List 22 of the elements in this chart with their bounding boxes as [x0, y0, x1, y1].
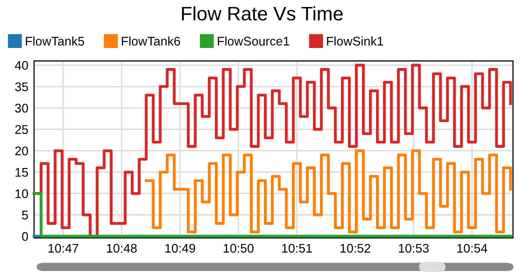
y-tick-label: 10 [16, 189, 28, 198]
y-tick-label: 40 [14, 60, 28, 70]
x-tick-label: 10:47 [48, 244, 78, 253]
y-tick-label: 35 [15, 82, 28, 92]
legend-label: FlowSource1 [218, 36, 290, 46]
x-tick-label: 10:50 [224, 244, 254, 253]
x-tick-label: 10:51 [282, 244, 312, 253]
legend-label: FlowTank5 [26, 36, 84, 46]
y-tick-label: 25 [15, 125, 28, 134]
chart-title: Flow Rate Vs Time [182, 6, 343, 21]
x-tick-label: 10:48 [106, 244, 137, 253]
y-tick-label: 5 [22, 210, 28, 220]
x-tick-label: 10:52 [340, 244, 370, 253]
y-tick-label: 0 [22, 232, 28, 241]
y-tick-label: 20 [15, 146, 28, 156]
y-tick-label: 30 [15, 104, 28, 113]
x-tick-label: 10:53 [398, 244, 429, 253]
x-tick-label: 10:54 [457, 244, 488, 253]
legend-label: FlowSink1 [327, 36, 384, 46]
x-tick-label: 10:49 [165, 244, 196, 253]
legend-label: FlowTank6 [122, 36, 180, 46]
y-tick-label: 15 [16, 168, 28, 177]
